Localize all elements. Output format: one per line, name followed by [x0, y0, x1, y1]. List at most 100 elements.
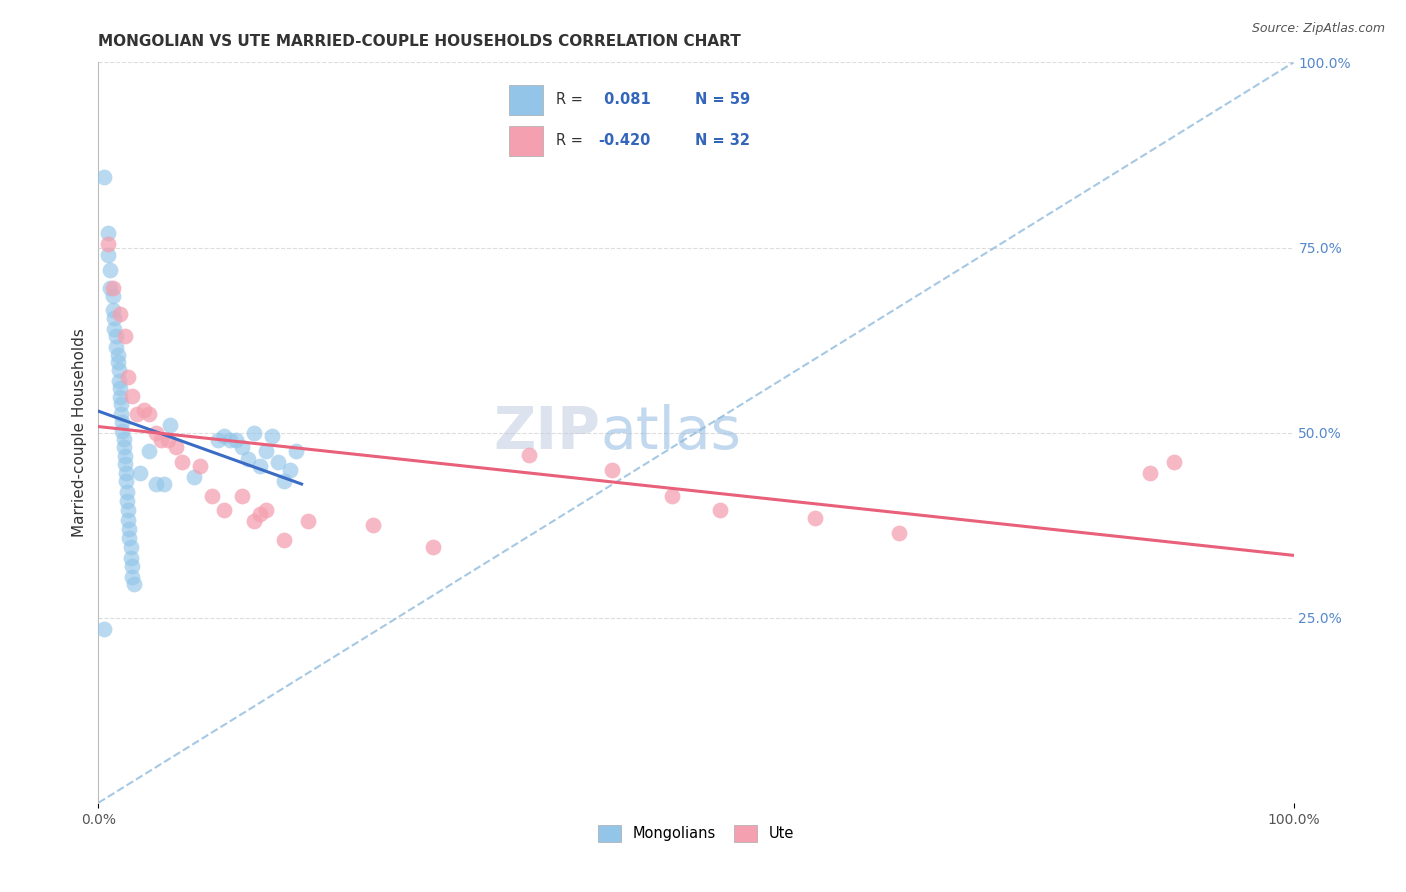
Text: ZIP: ZIP [494, 404, 600, 461]
Point [101, 303, 124, 318]
Point [111, 415, 134, 429]
Point [243, 425, 266, 440]
Point [132, 403, 155, 417]
Point [101, 288, 124, 302]
Point [107, 348, 129, 362]
Point [422, 541, 444, 555]
Text: R =: R = [557, 93, 588, 107]
Point [120, 551, 142, 566]
Point [363, 518, 385, 533]
Point [243, 515, 266, 529]
Point [97, 226, 120, 240]
Point [1163, 455, 1185, 469]
Point [111, 424, 134, 438]
Point [165, 441, 187, 455]
Point [125, 407, 148, 421]
Point [201, 489, 224, 503]
Point [117, 513, 139, 527]
Point [267, 455, 290, 469]
Point [103, 322, 125, 336]
Point [118, 531, 141, 545]
Point [273, 474, 295, 488]
Point [153, 477, 176, 491]
Point [107, 374, 129, 388]
Point [124, 577, 146, 591]
Point [93, 170, 115, 185]
Point [114, 457, 136, 471]
Point [145, 425, 167, 440]
Point [117, 503, 139, 517]
Point [517, 448, 540, 462]
Point [207, 433, 229, 447]
Point [254, 503, 277, 517]
Point [115, 467, 138, 481]
Point [254, 444, 277, 458]
Text: 0.081: 0.081 [599, 93, 651, 107]
Point [149, 433, 172, 447]
Point [112, 441, 135, 455]
Point [138, 407, 160, 421]
Point [661, 489, 683, 503]
Point [108, 307, 131, 321]
Point [183, 470, 205, 484]
Text: MONGOLIAN VS UTE MARRIED-COUPLE HOUSEHOLDS CORRELATION CHART: MONGOLIAN VS UTE MARRIED-COUPLE HOUSEHOL… [98, 34, 741, 49]
Point [231, 489, 253, 503]
Point [260, 429, 283, 443]
Point [108, 381, 131, 395]
Text: N = 59: N = 59 [695, 93, 749, 107]
Point [101, 281, 124, 295]
Point [278, 462, 301, 476]
Point [889, 525, 911, 540]
Point [121, 388, 143, 402]
Point [212, 429, 235, 443]
Point [107, 362, 129, 376]
Point [105, 329, 128, 343]
Point [273, 533, 295, 547]
Point [115, 484, 138, 499]
Point [120, 541, 142, 555]
Point [219, 433, 242, 447]
Point [188, 458, 211, 473]
Point [117, 370, 139, 384]
FancyBboxPatch shape [509, 126, 543, 156]
Point [115, 474, 138, 488]
Point [97, 248, 120, 262]
Text: R =: R = [557, 134, 588, 148]
Point [145, 477, 167, 491]
Point [103, 310, 125, 325]
Point [98, 281, 122, 295]
Text: atlas: atlas [600, 404, 741, 461]
Point [118, 522, 141, 536]
Point [121, 570, 143, 584]
Point [138, 444, 160, 458]
Point [212, 503, 235, 517]
Text: -0.420: -0.420 [599, 134, 651, 148]
Point [172, 455, 194, 469]
Point [231, 441, 253, 455]
Point [112, 432, 135, 446]
Point [110, 407, 132, 421]
Text: Source: ZipAtlas.com: Source: ZipAtlas.com [1251, 22, 1385, 36]
Legend: Mongolians, Ute: Mongolians, Ute [592, 819, 800, 847]
Point [156, 433, 179, 447]
Point [108, 390, 131, 404]
Point [236, 451, 259, 466]
FancyBboxPatch shape [509, 85, 543, 115]
Y-axis label: Married-couple Households: Married-couple Households [72, 328, 87, 537]
Point [225, 433, 247, 447]
Point [97, 236, 120, 251]
Point [297, 515, 319, 529]
Point [105, 341, 128, 355]
Point [114, 329, 136, 343]
Point [159, 418, 181, 433]
Point [1139, 467, 1161, 481]
Point [249, 458, 271, 473]
Point [107, 355, 129, 369]
Point [249, 507, 271, 521]
Point [602, 462, 624, 476]
Point [121, 558, 143, 573]
Point [284, 444, 307, 458]
Point [93, 622, 115, 636]
Point [114, 450, 136, 464]
Point [115, 493, 138, 508]
